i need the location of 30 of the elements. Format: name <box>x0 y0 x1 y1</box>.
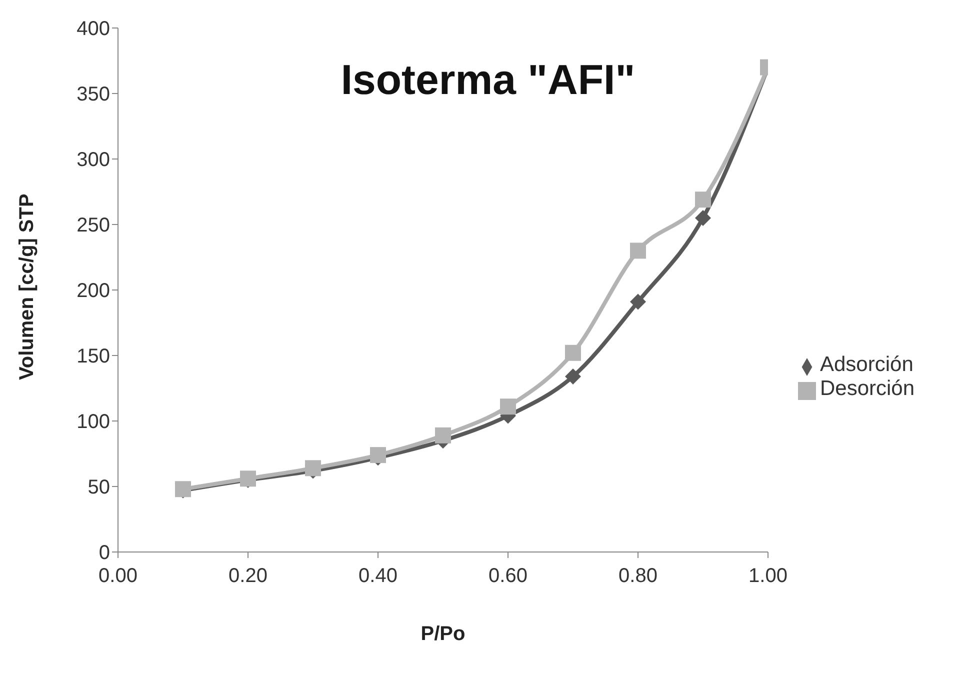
x-tick-label: 0.60 <box>488 565 528 588</box>
x-tick-label: 0.40 <box>358 565 398 588</box>
point <box>630 294 646 310</box>
point <box>305 460 321 476</box>
x-axis-title: P/Po <box>420 623 466 645</box>
y-tick-label: 150 <box>76 346 110 368</box>
x-tick-label: 0.00 <box>98 565 138 588</box>
point <box>500 398 516 415</box>
point <box>565 368 581 384</box>
point <box>435 427 451 444</box>
y-tick-label: 100 <box>76 411 110 434</box>
point <box>370 447 386 464</box>
point <box>695 210 711 226</box>
point <box>695 192 711 208</box>
y-tick-label: 400 <box>76 18 110 40</box>
y-tick-label: 50 <box>88 476 110 499</box>
y-tick-label: 300 <box>76 149 110 172</box>
point <box>630 242 646 259</box>
legend-label: Adsorción <box>820 353 914 376</box>
y-tick-label: 0 <box>98 542 110 564</box>
y-tick-label: 250 <box>76 214 110 237</box>
y-tick-label: 350 <box>76 84 110 106</box>
legend-label: Desorción <box>820 377 915 400</box>
x-tick-label: 1.00 <box>748 565 788 588</box>
x-tick-label: 0.80 <box>618 565 658 588</box>
y-tick-label: 200 <box>76 280 110 302</box>
text: Isoterma "AFI" <box>340 56 636 104</box>
y-axis-title: Volumen [cc/g] STP <box>16 194 38 380</box>
x-tick-label: 0.20 <box>228 565 268 588</box>
point <box>565 344 581 361</box>
